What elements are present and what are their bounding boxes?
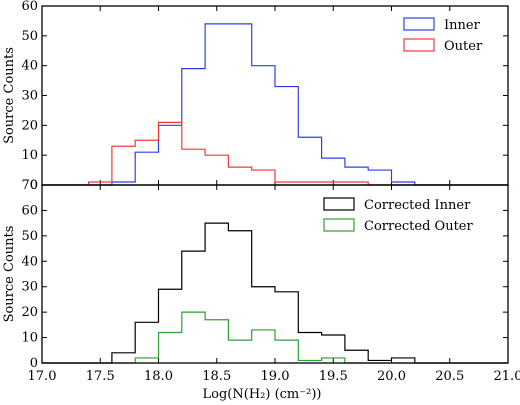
top-panel: 0 10 20 30 40 50 60 Source Counts Inner Outer (2, 0, 509, 193)
y-axis-label: Source Counts (2, 226, 17, 323)
legend-label: Corrected Outer (364, 219, 473, 234)
x-tick-label: 18.0 (144, 369, 173, 384)
x-tick-label: 20.5 (435, 369, 464, 384)
plot-frame (41, 184, 509, 364)
legend-label: Corrected Inner (364, 198, 471, 213)
x-tick-label: 21.0 (494, 369, 520, 384)
legend-label: Outer (444, 39, 483, 54)
bottom-panel: 0 10 20 30 40 50 60 70 17.0 17.5 18.0 18.5 19.0 19.5 2… (2, 178, 520, 384)
y-tick-label: 50 (21, 29, 38, 44)
legend-swatch (323, 218, 355, 232)
y-tick-label: 20 (21, 305, 38, 320)
x-tick-label: 18.5 (202, 369, 231, 384)
x-tick-label: 19.5 (319, 369, 348, 384)
y-tick-label: 0 (30, 178, 38, 193)
y-tick-label: 60 (21, 0, 38, 14)
legend-label: Inner (444, 18, 481, 33)
histogram-series-2 (42, 121, 508, 186)
histogram-series-1 (42, 23, 508, 186)
y-tick-label: 50 (21, 229, 38, 244)
y-tick-label: 0 (30, 356, 38, 371)
y-tick-label: 20 (21, 118, 38, 133)
y-tick-label: 40 (21, 254, 38, 269)
x-tick-label: 17.5 (86, 369, 115, 384)
legend-swatch (403, 17, 435, 31)
x-axis-label: Log(N(H₂) (cm⁻²)) (203, 387, 322, 402)
legend-swatch (403, 38, 435, 52)
y-axis-label: Source Counts (2, 47, 17, 144)
y-tick-label: 70 (21, 178, 38, 193)
y-tick-label: 30 (21, 280, 38, 295)
histogram-series-1 (42, 222, 508, 364)
y-tick-label: 10 (21, 331, 38, 346)
legend-swatch (323, 197, 355, 211)
y-tick-label: 60 (21, 203, 38, 218)
y-tick-label: 10 (21, 148, 38, 163)
y-tick-label: 30 (21, 89, 38, 104)
x-tick-label: 20.0 (377, 369, 406, 384)
y-tick-label: 40 (21, 59, 38, 74)
x-tick-label: 19.0 (261, 369, 290, 384)
x-tick-label: 17.0 (28, 369, 57, 384)
